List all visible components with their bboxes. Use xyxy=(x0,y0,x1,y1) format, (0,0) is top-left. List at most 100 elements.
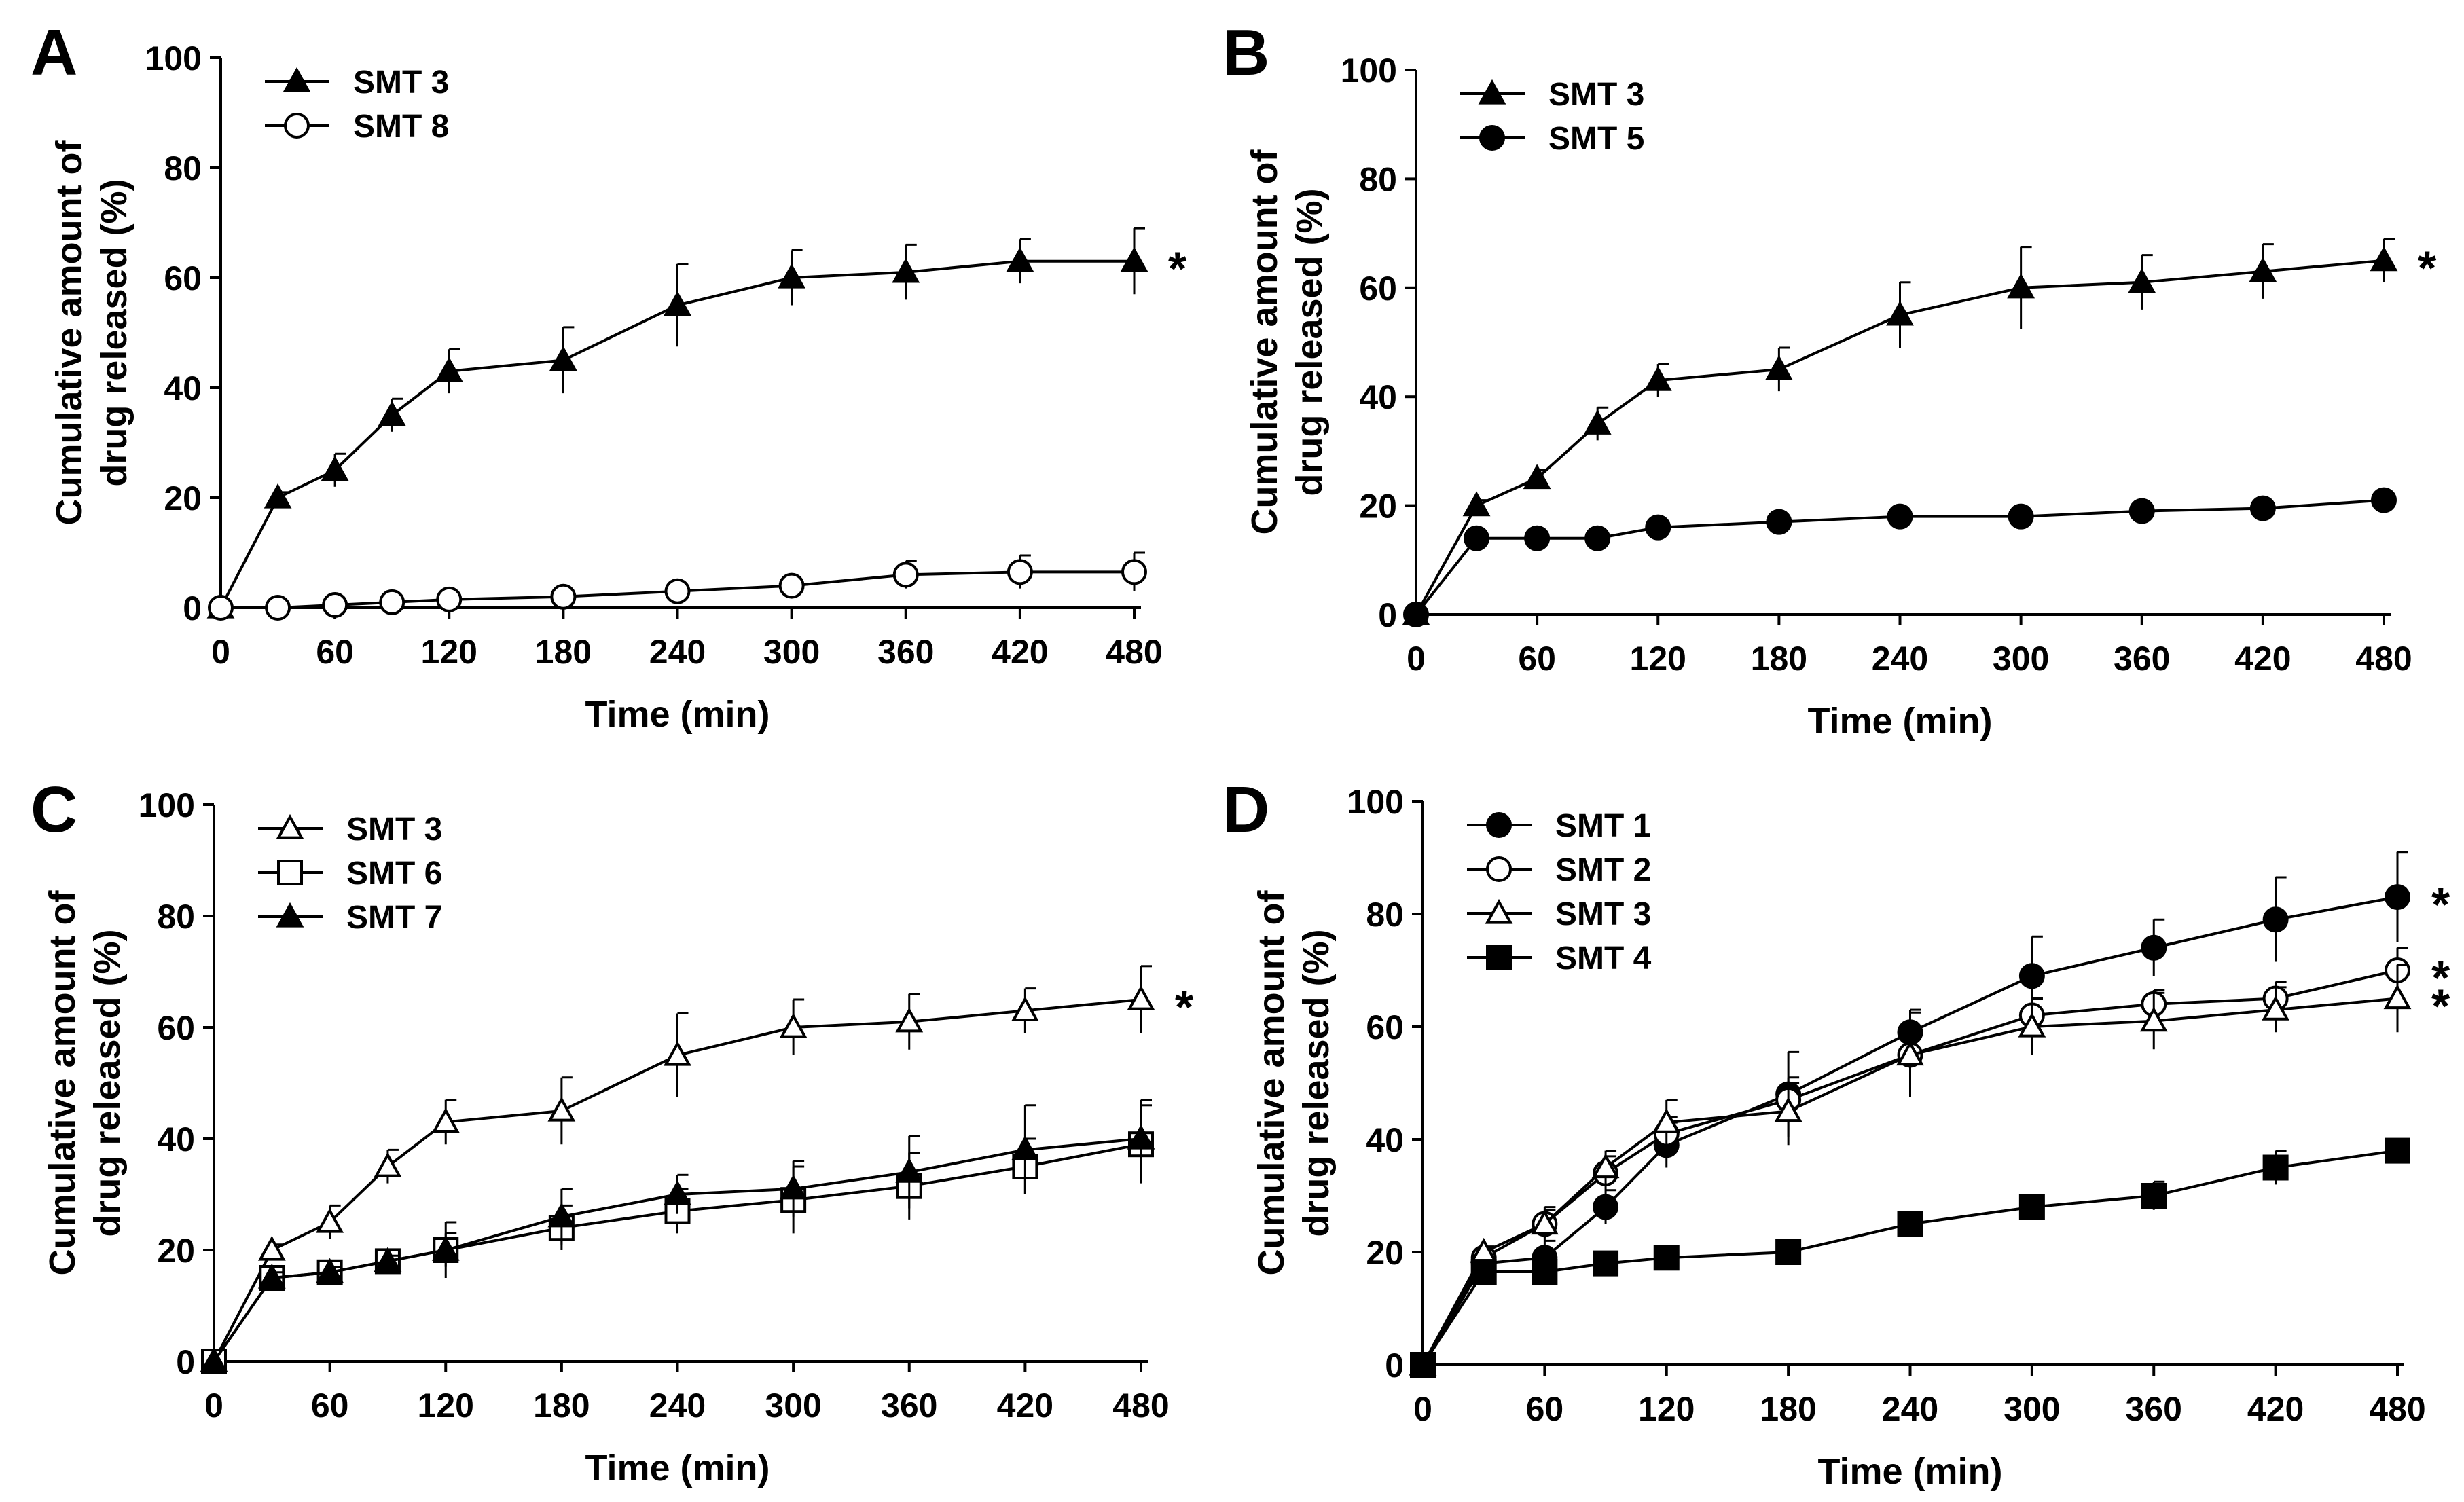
data-point xyxy=(264,483,292,509)
legend-label: SMT 5 xyxy=(1548,121,1644,157)
y-axis-label: Cumulative amount of xyxy=(1244,149,1285,534)
series-line xyxy=(213,1137,1142,1363)
data-point xyxy=(1524,525,1551,551)
y-tick-label: 20 xyxy=(1366,1234,1404,1272)
legend-label: SMT 3 xyxy=(346,811,442,847)
data-point xyxy=(892,562,919,588)
chart-panel-a: A 0 60 120 180 240 300 360 420 480 0 20 40 60 80 100 Tim… xyxy=(31,16,1187,735)
chart-panel-b: B 0 60 120 180 240 300 360 420 480 0 20 40 60 80 100 Tim… xyxy=(1222,16,2437,741)
data-point xyxy=(550,583,577,610)
legend-marker xyxy=(1486,812,1512,838)
data-point xyxy=(1532,1259,1558,1285)
legend-entry: SMT 8 xyxy=(265,109,449,145)
data-point xyxy=(778,263,806,289)
data-point xyxy=(1006,246,1034,272)
legend-entry: SMT 3 xyxy=(1467,896,1651,932)
data-point xyxy=(549,346,577,371)
data-point xyxy=(2249,495,2276,521)
data-point xyxy=(1644,366,1672,391)
x-tick-label: 300 xyxy=(765,1387,821,1425)
series-smt-5 xyxy=(1403,487,2397,627)
data-point xyxy=(321,456,349,481)
significance-marker: * xyxy=(2418,242,2437,295)
series-smt-3 xyxy=(1409,964,2412,1376)
legend-marker xyxy=(1486,945,1512,970)
x-tick-label: 480 xyxy=(1112,1387,1169,1425)
legend-marker xyxy=(1479,125,1505,151)
y-tick-label: 0 xyxy=(176,1343,195,1381)
x-tick-label: 420 xyxy=(2247,1390,2304,1428)
y-tick-label: 60 xyxy=(1359,270,1397,308)
legend-label: SMT 1 xyxy=(1555,808,1651,844)
data-point xyxy=(431,1107,460,1133)
data-point xyxy=(374,1247,402,1272)
data-point xyxy=(779,1012,808,1038)
x-tick-label: 240 xyxy=(649,633,706,671)
data-point xyxy=(2249,257,2277,282)
data-point xyxy=(1523,464,1551,490)
data-point xyxy=(1011,1135,1039,1160)
data-point xyxy=(779,1174,808,1200)
y-tick-label: 40 xyxy=(164,369,202,407)
data-point xyxy=(2018,1194,2045,1220)
y-tick-label: 0 xyxy=(183,589,202,627)
data-point xyxy=(1775,1239,1802,1265)
y-tick-label: 0 xyxy=(1378,596,1397,634)
y-tick-label: 60 xyxy=(164,259,202,297)
x-tick-label: 120 xyxy=(1638,1390,1695,1428)
y-tick-label: 100 xyxy=(1341,52,1397,90)
data-point xyxy=(1011,996,1039,1021)
y-tick-label: 100 xyxy=(1347,783,1404,821)
data-point xyxy=(1886,300,1914,326)
y-axis-label: drug released (%) xyxy=(1289,188,1330,496)
data-point xyxy=(316,1207,344,1233)
data-point xyxy=(2141,1183,2167,1209)
data-point xyxy=(1593,1194,1619,1220)
x-tick-label: 0 xyxy=(204,1387,223,1425)
legend-label: SMT 3 xyxy=(1555,896,1651,932)
y-tick-label: 0 xyxy=(1385,1347,1404,1385)
data-point xyxy=(200,1347,228,1372)
data-point xyxy=(664,1040,691,1066)
data-point xyxy=(1120,246,1148,272)
data-point xyxy=(1653,1245,1680,1271)
legend-entry: SMT 5 xyxy=(1460,121,1644,157)
x-tick-label: 360 xyxy=(877,633,934,671)
y-tick-label: 20 xyxy=(164,479,202,517)
data-point xyxy=(1530,1209,1559,1235)
panel-letter: B xyxy=(1222,16,1269,89)
y-tick-label: 40 xyxy=(1366,1121,1404,1159)
data-point xyxy=(1127,985,1155,1010)
data-point xyxy=(1645,514,1671,541)
data-point xyxy=(1583,409,1612,435)
data-point xyxy=(1121,559,1147,585)
legend-label: SMT 7 xyxy=(346,900,442,936)
x-tick-label: 180 xyxy=(535,633,592,671)
data-point xyxy=(1591,1153,1620,1179)
legend-label: SMT 4 xyxy=(1555,940,1652,976)
x-tick-label: 180 xyxy=(1760,1390,1816,1428)
data-point xyxy=(2262,1154,2289,1181)
x-tick-label: 0 xyxy=(1407,640,1426,678)
y-tick-label: 60 xyxy=(1366,1008,1404,1046)
data-point xyxy=(2128,498,2155,524)
data-point xyxy=(322,591,348,618)
x-tick-label: 360 xyxy=(881,1387,937,1425)
data-point xyxy=(2262,995,2290,1021)
legend-label: SMT 6 xyxy=(346,856,442,892)
significance-marker: * xyxy=(2431,980,2450,1033)
chart-panel-d: D 0 60 120 180 240 300 360 420 480 0 20 40 60 80 100 Tim… xyxy=(1222,773,2450,1492)
legend-label: SMT 8 xyxy=(353,109,449,145)
data-point xyxy=(2139,1006,2168,1032)
data-point xyxy=(1897,1211,1923,1237)
legend-marker xyxy=(284,113,310,139)
data-point xyxy=(374,1152,402,1177)
data-point xyxy=(547,1202,576,1228)
data-point xyxy=(1464,525,1490,551)
y-tick-label: 20 xyxy=(157,1232,195,1270)
panel-letter: A xyxy=(31,16,77,89)
x-tick-label: 0 xyxy=(211,633,230,671)
data-point xyxy=(2383,984,2412,1010)
y-tick-label: 20 xyxy=(1359,488,1397,526)
x-tick-label: 60 xyxy=(311,1387,349,1425)
